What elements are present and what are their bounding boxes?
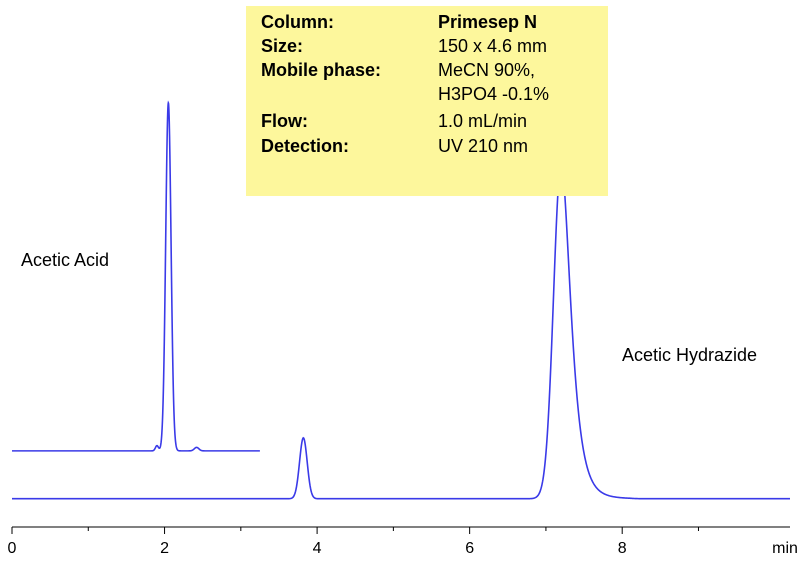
method-info-box: Column: Primesep N Size: 150 x 4.6 mm Mo… (246, 6, 608, 196)
info-key: Size: (261, 36, 304, 56)
info-value: 150 x 4.6 mm (438, 36, 548, 56)
info-key: Mobile phase: (261, 60, 382, 80)
info-key: Column: (261, 12, 334, 32)
info-key: Flow: (261, 111, 308, 131)
x-axis-label: min (772, 540, 798, 557)
info-value: Primesep N (438, 12, 538, 32)
info-value: H3PO4 -0.1% (438, 84, 550, 104)
x-tick-label: 4 (313, 540, 322, 557)
info-value: MeCN 90%, (438, 60, 536, 80)
x-axis-tick-labels: 0 2 4 6 8 (8, 540, 627, 557)
x-axis-ticks (11, 527, 699, 534)
peak-label-acetic-acid: Acetic Acid (21, 250, 110, 270)
chromatogram-trace-0 (12, 100, 260, 452)
info-value: UV 210 nm (438, 136, 529, 156)
info-key: Detection: (261, 136, 350, 156)
x-tick-label: 0 (8, 540, 17, 557)
x-tick-label: 8 (618, 540, 627, 557)
chromatogram-traces (12, 100, 790, 500)
chromatogram-trace-1 (12, 162, 790, 500)
x-tick-label: 2 (160, 540, 169, 557)
x-tick-label: 6 (465, 540, 474, 557)
info-value: 1.0 mL/min (438, 111, 528, 131)
peak-label-acetic-hydrazide: Acetic Hydrazide (622, 345, 758, 365)
